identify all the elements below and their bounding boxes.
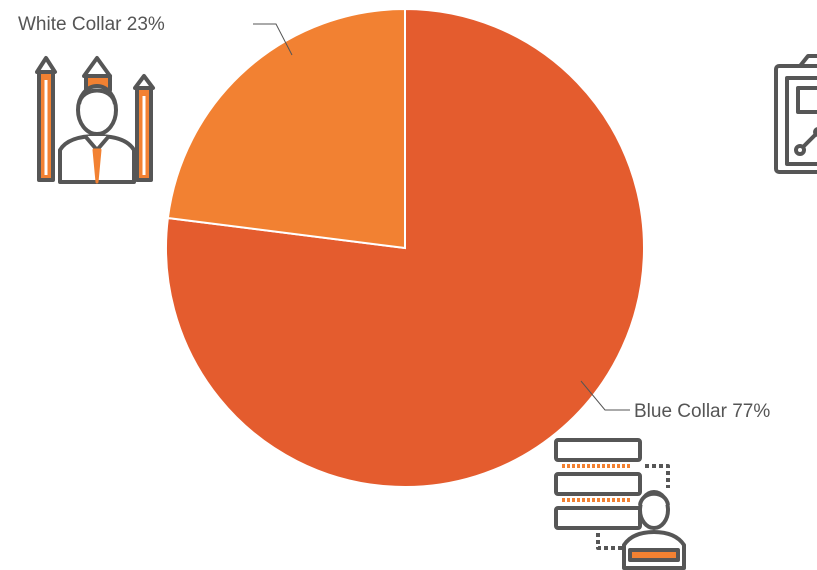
label-white-collar: White Collar 23%: [18, 14, 165, 35]
clipboard-chart-icon: [774, 54, 817, 174]
leader-line-blue-collar: [580, 380, 630, 411]
server-worker-icon: [554, 438, 686, 570]
pie-slices: [165, 7, 645, 488]
leader-line-white-collar: [253, 23, 293, 56]
label-blue-collar: Blue Collar 77%: [634, 401, 770, 422]
pie-slice-white-collar: [166, 7, 406, 250]
office-worker-icon: [35, 56, 155, 184]
